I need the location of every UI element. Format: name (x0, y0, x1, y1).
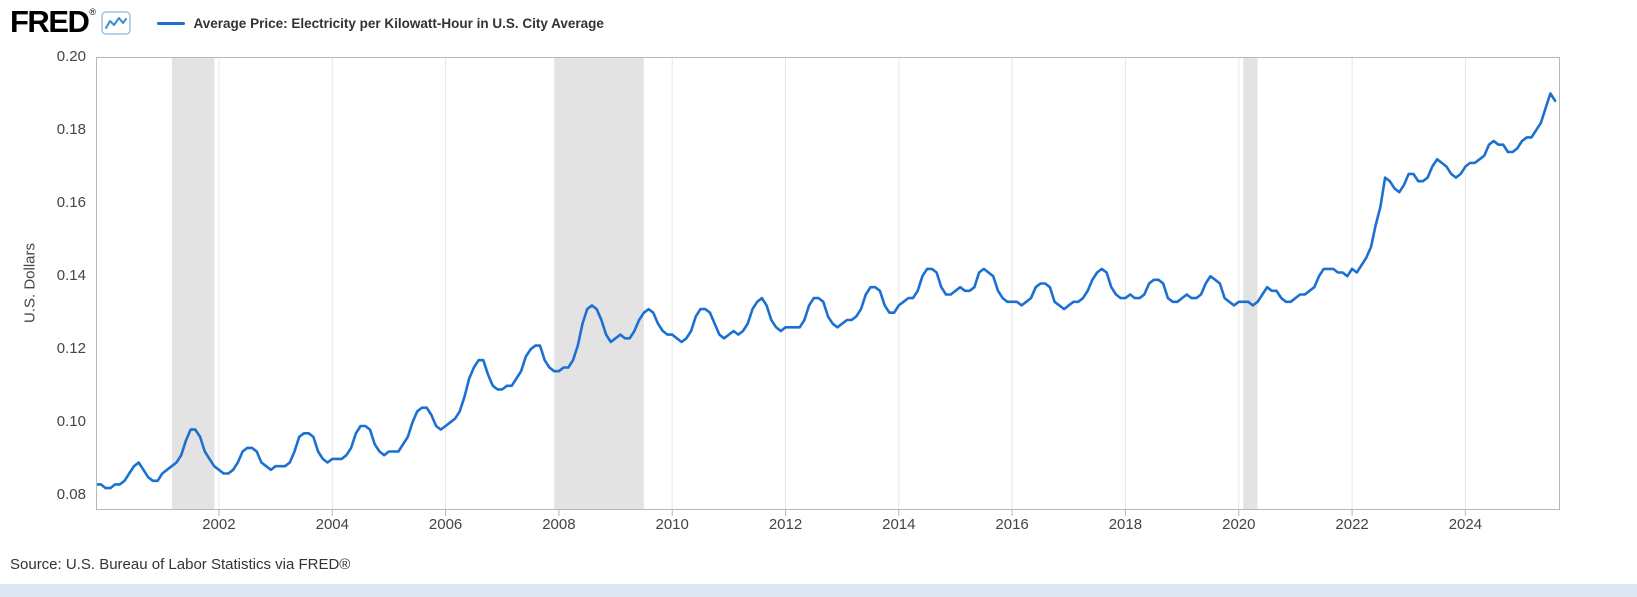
x-tick-label: 2014 (882, 516, 916, 533)
y-tick-label: 0.18 (56, 121, 86, 139)
x-tick-label: 2022 (1335, 516, 1369, 533)
y-axis-labels: 0.08 0.10 0.12 0.14 0.16 0.18 0.20 (0, 48, 86, 510)
x-tick-label: 2006 (428, 516, 463, 533)
footer-strip (0, 584, 1637, 597)
x-tick-label: 2012 (768, 516, 803, 533)
x-tick-label: 2020 (1222, 516, 1256, 533)
legend-line-swatch (156, 22, 185, 25)
chart-svg[interactable] (94, 57, 1560, 517)
fred-sparkline-icon (100, 10, 131, 35)
fred-logo[interactable]: FRED ® (10, 4, 96, 39)
x-tick-label: 2004 (315, 516, 349, 533)
x-axis-labels: 2002 2004 2006 2008 2010 2012 2014 2016 2018 2020… (96, 516, 1560, 536)
legend-label: Average Price: Electricity per Kilowatt-… (193, 16, 604, 31)
x-tick-label: 2002 (202, 516, 236, 533)
source-note: Source: U.S. Bureau of Labor Statistics … (10, 556, 351, 573)
plot-area (94, 57, 1560, 517)
y-tick-label: 0.20 (56, 48, 86, 65)
recession-band (554, 57, 644, 510)
y-tick-label: 0.10 (56, 413, 86, 431)
x-tick-label: 2024 (1448, 516, 1483, 533)
y-tick-label: 0.14 (56, 267, 86, 285)
chart-header: FRED ® Average Price: Electricity per Kil… (10, 6, 604, 37)
x-tick-label: 2018 (1108, 516, 1143, 533)
x-tick-label: 2008 (542, 516, 576, 533)
fred-logo-text: FRED (10, 4, 90, 39)
recession-band (171, 57, 215, 510)
x-tick-label: 2016 (995, 516, 1029, 533)
y-tick-label: 0.08 (56, 486, 86, 504)
y-tick-label: 0.16 (56, 194, 86, 212)
legend: Average Price: Electricity per Kilowatt-… (156, 16, 604, 31)
x-tick-label: 2010 (655, 516, 689, 533)
registered-mark: ® (89, 7, 96, 17)
series-line (94, 92, 1557, 490)
plot-border (96, 57, 1560, 510)
recession-band (1243, 57, 1258, 510)
y-tick-label: 0.12 (56, 340, 86, 358)
